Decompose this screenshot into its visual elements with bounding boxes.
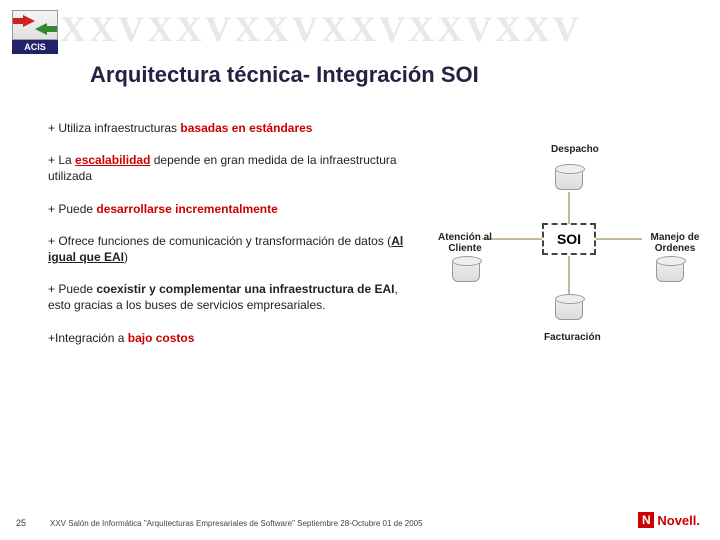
connector-line (568, 256, 570, 298)
slide-number: 25 (16, 518, 26, 528)
watermark-text: XXVXXVXXVXXVXXVXXV (60, 8, 720, 50)
database-icon (656, 260, 684, 282)
soi-diagram: SOI Despacho Atención al Cliente Manejo de … (430, 130, 710, 365)
bullet-item: + Utiliza infraestructuras basadas en es… (48, 120, 413, 136)
diagram-node-label: Facturación (538, 328, 607, 347)
acis-logo: ACIS (12, 10, 58, 56)
logo-arrows (12, 10, 58, 40)
novell-n-icon: N (638, 512, 654, 528)
database-icon (555, 168, 583, 190)
diagram-node-label: Manejo de Ordenes (640, 228, 710, 258)
novell-logo: N Novell. (638, 512, 700, 528)
bullet-item: +Integración a bajo costos (48, 330, 413, 346)
bullet-item: + Puede coexistir y complementar una inf… (48, 281, 413, 313)
connector-line (568, 192, 570, 224)
bullet-list: + Utiliza infraestructuras basadas en es… (48, 120, 413, 362)
bullet-item: + Ofrece funciones de comunicación y tra… (48, 233, 413, 265)
database-icon (555, 298, 583, 320)
bullet-item: + Puede desarrollarse incrementalmente (48, 201, 413, 217)
novell-text: Novell. (657, 513, 700, 528)
logo-text: ACIS (12, 40, 58, 54)
bullet-item: + La escalabilidad depende en gran medid… (48, 152, 413, 184)
footer-text: XXV Salón de Informática "Arquitecturas … (50, 519, 423, 528)
diagram-node-label: Atención al Cliente (430, 228, 500, 258)
connector-line (596, 238, 642, 240)
slide-title: Arquitectura técnica- Integración SOI (90, 62, 479, 88)
diagram-node-label: Despacho (545, 140, 605, 159)
soi-center-node: SOI (542, 223, 596, 255)
database-icon (452, 260, 480, 282)
